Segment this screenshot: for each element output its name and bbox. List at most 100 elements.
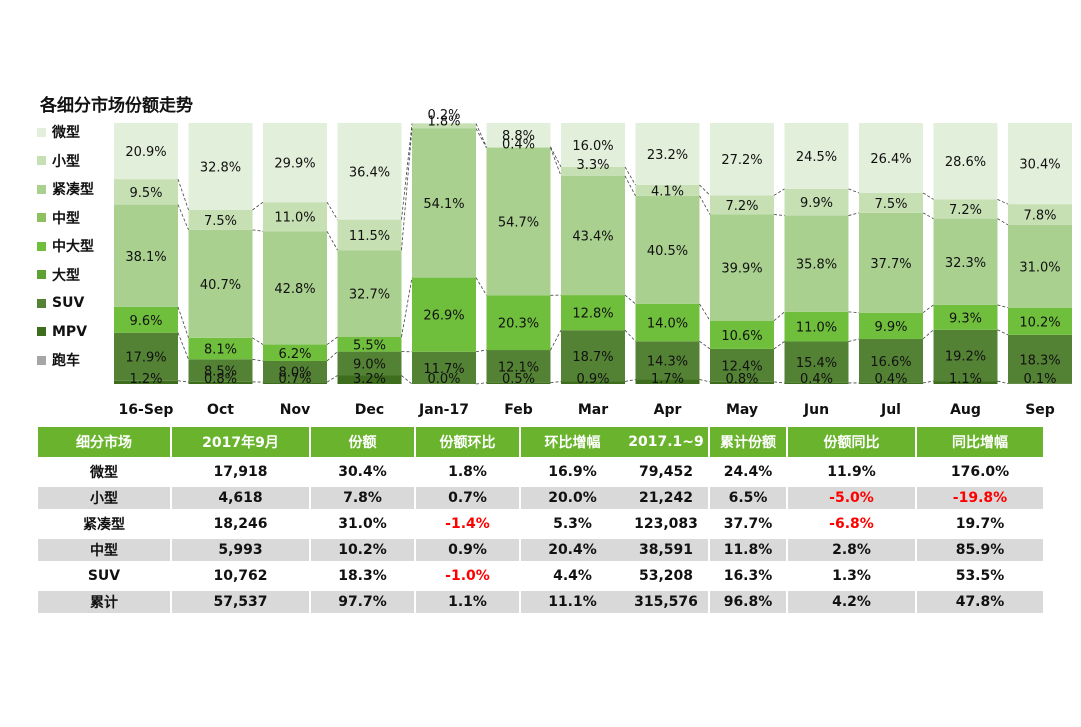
bar-segment — [263, 231, 327, 345]
legend-label: 大型 — [52, 267, 80, 284]
monthly-cell: 4.4% — [521, 565, 624, 587]
data-label: 20.9% — [125, 145, 166, 160]
legend-swatch — [37, 241, 46, 251]
cumulative-cell: 16.3% — [710, 565, 786, 587]
connector-line — [922, 212, 934, 219]
connector-line — [922, 304, 934, 314]
segment-table-cumulative: 2017.1~9 累计份额 份额同比 同比增幅 79,452 24.4% 11.9% 176.… — [622, 423, 1045, 617]
legend-label: 小型 — [52, 153, 80, 170]
bar-segment — [337, 250, 402, 338]
data-label: 7.5% — [874, 197, 907, 212]
data-label: 10.6% — [721, 329, 762, 344]
bar-segment — [561, 166, 625, 176]
bar-segment — [1008, 307, 1072, 335]
bar-segment — [263, 123, 327, 203]
data-label: 8.1% — [204, 343, 237, 358]
bar-segment — [188, 123, 253, 210]
data-label: 0.4% — [800, 372, 833, 387]
monthly-header-cell: 2017年9月 — [172, 427, 309, 457]
legend-item: 跑车 — [37, 346, 127, 375]
bar-segment — [337, 219, 402, 251]
bar-segment — [561, 123, 625, 167]
data-label: 54.1% — [423, 197, 464, 212]
monthly-cell: 0.7% — [416, 487, 519, 509]
data-label: 26.4% — [870, 152, 911, 167]
bar-segment — [635, 184, 700, 196]
bar-segment — [412, 123, 476, 129]
bar-segment — [933, 329, 998, 382]
x-tick-label: 16-Sep — [119, 402, 174, 418]
data-label: 37.7% — [870, 257, 911, 272]
monthly-header-cell: 细分市场 — [38, 427, 170, 457]
monthly-cell: 17,918 — [172, 461, 309, 483]
x-tick-label: Aug — [950, 402, 981, 418]
data-label: 0.2% — [427, 108, 460, 123]
data-label: 3.2% — [353, 372, 386, 387]
connector-line — [252, 337, 264, 345]
bar-segment — [188, 229, 253, 338]
bar-segment — [263, 382, 327, 384]
x-tick-label: Dec — [355, 402, 384, 418]
x-tick-label: Feb — [504, 402, 533, 418]
monthly-cell: 31.0% — [311, 513, 414, 535]
bar-segment — [561, 381, 625, 384]
connector-line — [475, 349, 487, 353]
monthly-cell: 18.3% — [311, 565, 414, 587]
monthly-cell: 7.8% — [311, 487, 414, 509]
table-row: SUV 10,762 18.3% -1.0% 4.4% — [38, 565, 624, 587]
bar-segment — [710, 348, 774, 382]
bar-segment — [114, 204, 178, 307]
bar-segment — [337, 123, 402, 220]
connector-line — [922, 380, 934, 384]
data-label: 40.5% — [647, 244, 688, 259]
data-label: 4.1% — [651, 184, 684, 199]
cumulative-cell: 11.8% — [710, 539, 786, 561]
legend-swatch — [37, 156, 46, 166]
connector-line — [550, 330, 562, 351]
bar-segment — [1008, 123, 1072, 205]
data-label: 29.9% — [274, 157, 315, 172]
bar-segment — [337, 351, 402, 376]
x-tick-label: Mar — [578, 402, 608, 418]
data-label: 31.0% — [1019, 260, 1060, 275]
stacked-bar-chart: 1.2%17.9%9.6%38.1%9.5%20.9%16-Sep0.8%8.5… — [114, 108, 1072, 418]
bar-segment — [188, 210, 253, 230]
connector-line — [699, 379, 711, 383]
connector-line — [401, 123, 413, 220]
legend-item: 小型 — [37, 147, 127, 176]
connector-line — [401, 375, 413, 385]
bar-segment — [486, 350, 551, 383]
bar-segment — [263, 344, 327, 361]
monthly-cell: 5,993 — [172, 539, 309, 561]
connector-line — [550, 381, 562, 384]
legend-label: 微型 — [52, 125, 80, 142]
monthly-cell: 紧凑型 — [38, 513, 170, 535]
data-label: 9.0% — [353, 358, 386, 373]
bar-segment — [412, 277, 476, 352]
monthly-cell: 18,246 — [172, 513, 309, 535]
bar-segment — [412, 123, 476, 124]
data-label: 11.0% — [796, 321, 837, 336]
x-tick-label: Jan-17 — [418, 402, 469, 418]
data-label: 11.0% — [274, 211, 315, 226]
data-label: 43.4% — [572, 230, 613, 245]
legend-swatch — [37, 184, 46, 194]
monthly-cell: 97.7% — [311, 591, 414, 613]
data-label: 9.9% — [874, 320, 907, 335]
data-label: 0.1% — [1023, 372, 1056, 387]
data-label: 9.3% — [949, 311, 982, 326]
legend-label: 紧凑型 — [52, 182, 94, 199]
monthly-cell: SUV — [38, 565, 170, 587]
bar-segment — [859, 312, 923, 339]
table-row: 38,591 11.8% 2.8% 85.9% — [624, 539, 1043, 561]
connector-line — [252, 358, 264, 362]
bar-segment — [263, 360, 327, 383]
legend-item: 紧凑型 — [37, 175, 127, 204]
connector-line — [252, 229, 264, 232]
chart-legend: 微型 小型 紧凑型 中型 中大型 大型 SUV MPV 跑车 — [37, 118, 127, 375]
monthly-cell: 1.1% — [416, 591, 519, 613]
connector-line — [550, 146, 562, 168]
legend-swatch — [37, 213, 46, 223]
bar-segment — [784, 123, 849, 189]
data-label: 7.5% — [204, 214, 237, 229]
